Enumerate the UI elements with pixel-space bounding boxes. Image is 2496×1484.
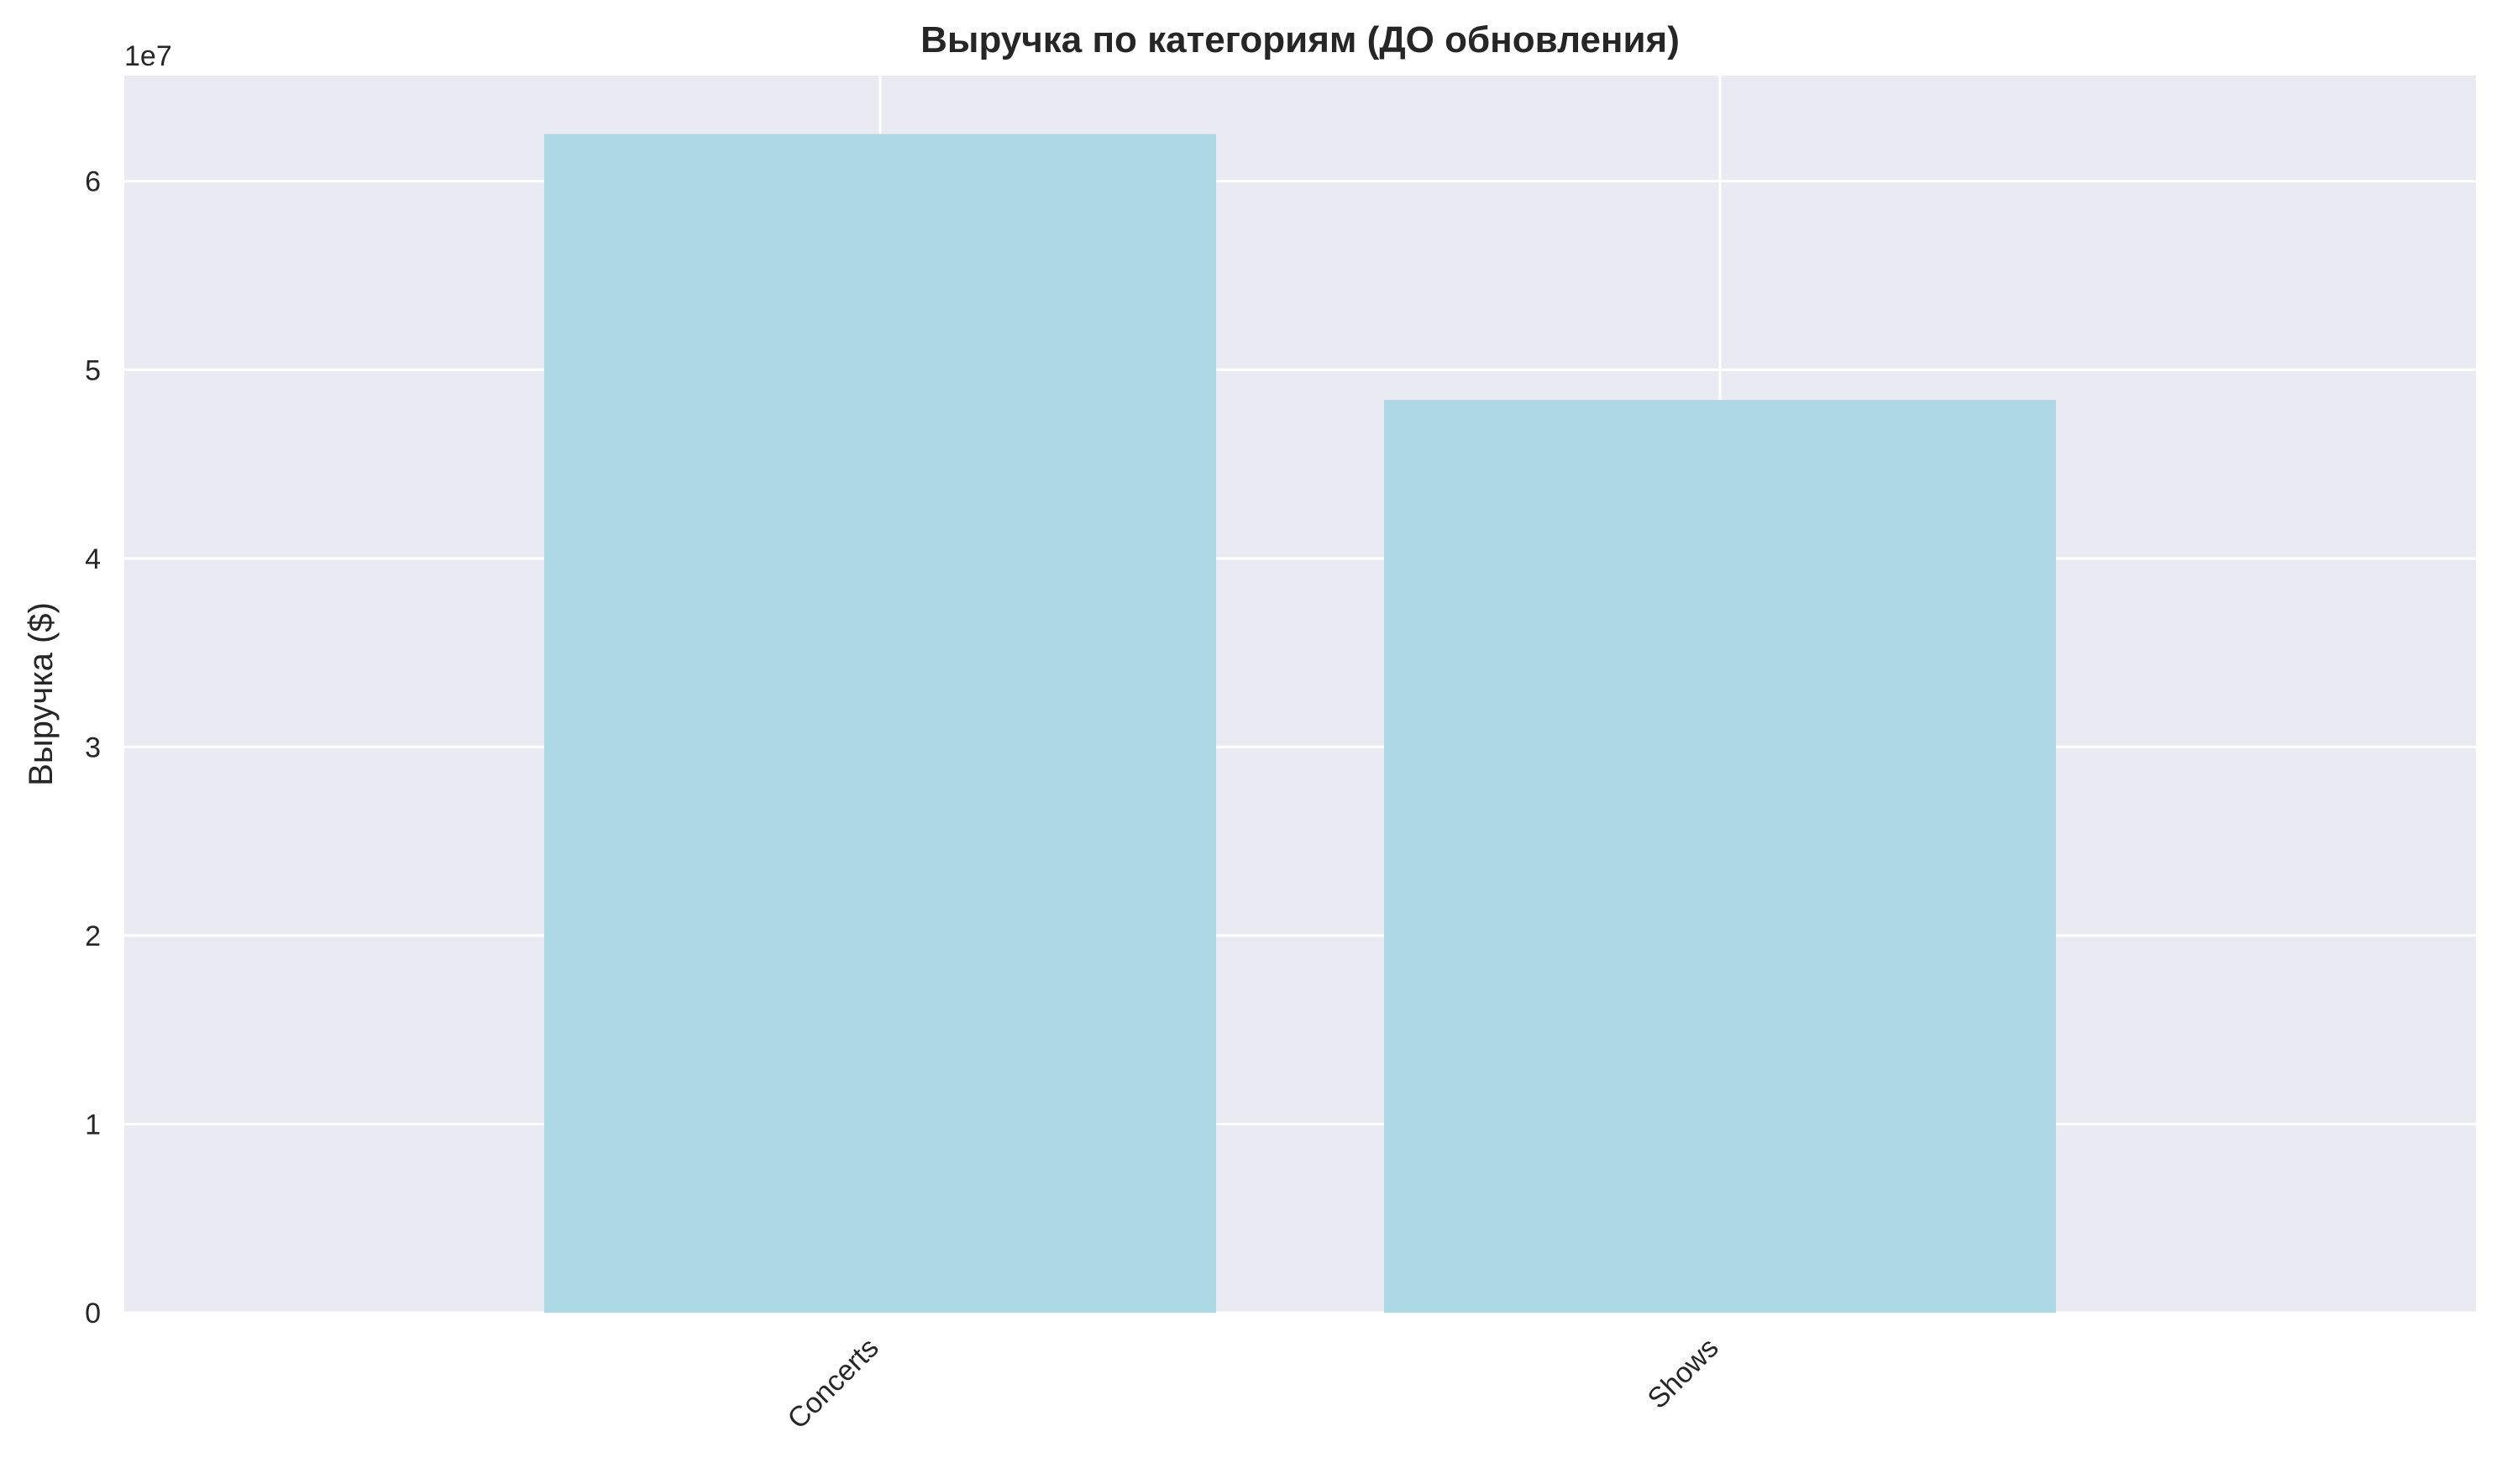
y-tick-label: 0 <box>85 1298 101 1329</box>
y-tick-label: 3 <box>85 732 101 763</box>
plot-area <box>124 76 2476 1313</box>
y-axis-offset-label: 1e7 <box>124 40 172 72</box>
y-tick-label: 4 <box>85 543 101 575</box>
bar-concerts <box>544 134 1216 1313</box>
chart-title: Выручка по категориям (ДО обновления) <box>920 19 1680 60</box>
y-tick-label: 6 <box>85 166 101 198</box>
y-tick-label: 5 <box>85 354 101 386</box>
y-tick-label: 1 <box>85 1109 101 1141</box>
y-axis-label: Выручка ($) <box>23 602 60 786</box>
bars <box>544 134 2056 1314</box>
bar-shows <box>1384 400 2056 1314</box>
y-tick-label: 2 <box>85 920 101 952</box>
y-axis-ticks: 0 1 2 3 4 5 6 <box>85 166 101 1329</box>
